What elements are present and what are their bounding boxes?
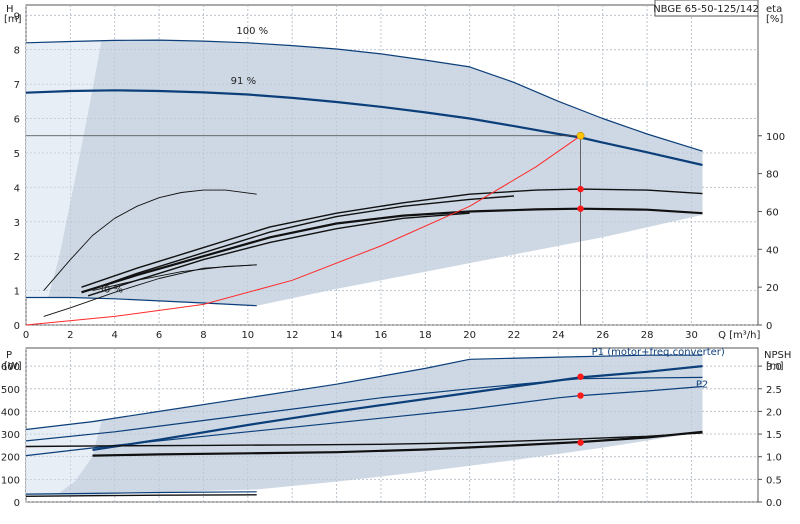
eta-tick-label: 0 xyxy=(766,321,772,332)
p-tick-label: 300 xyxy=(1,430,20,441)
p-tick-label: 0 xyxy=(14,498,20,509)
x-tick-label: 12 xyxy=(286,330,299,341)
x-tick-label: 20 xyxy=(463,330,476,341)
npsh-tick-label: 0.0 xyxy=(766,498,782,509)
npsh-tick-label: 1.0 xyxy=(766,453,782,464)
series-line-p-small-1 xyxy=(25,491,257,495)
y-axis-unit: [m] xyxy=(4,14,22,25)
x-tick-label: 22 xyxy=(508,330,521,341)
y-tick-label: 7 xyxy=(14,80,20,91)
npsh-tick-label: 0.5 xyxy=(766,475,782,486)
p-axis-unit: [W] xyxy=(4,361,22,372)
series-line-p-mid xyxy=(25,376,703,442)
series-line-eta-small-3 xyxy=(92,264,257,292)
series-line-eta-b xyxy=(81,207,703,294)
chart-title: NBGE 65-50-125/142 xyxy=(653,4,759,15)
curve-label: 100 % xyxy=(236,26,268,37)
y-axis-title: H xyxy=(6,4,14,15)
x-tick-label: 0 xyxy=(23,330,29,341)
p-tick-label: 200 xyxy=(1,453,20,464)
legend-label: P1 (motor+freq.converter) xyxy=(592,347,725,358)
x-tick-label: 2 xyxy=(67,330,73,341)
power-point-marker xyxy=(577,373,584,380)
series-line-p2 xyxy=(25,385,703,457)
y-tick-label: 9 xyxy=(14,11,20,22)
series-line-eta-a xyxy=(81,188,703,288)
y-tick-label: 0 xyxy=(14,321,20,332)
series-line-npsh-b xyxy=(25,432,703,448)
y-tick-label: 3 xyxy=(14,218,20,229)
series-line-p-small-2 xyxy=(25,494,257,497)
x-tick-label: 28 xyxy=(641,330,654,341)
series-line-p1 xyxy=(92,365,703,451)
npsh-axis-unit: [m] xyxy=(766,361,784,372)
duty-point-marker xyxy=(576,131,585,140)
low-flow-region xyxy=(26,41,102,298)
curve-label: 30 % xyxy=(98,284,123,295)
series-line-qh-91 xyxy=(25,89,703,167)
x-tick-label: 14 xyxy=(330,330,343,341)
npsh-tick-label: 2.5 xyxy=(766,385,782,396)
p-axis-title: P xyxy=(6,350,12,361)
series-line-p-top xyxy=(25,354,703,431)
series-line-npsh-a xyxy=(92,430,703,457)
x-tick-label: 6 xyxy=(156,330,162,341)
x-tick-label: 4 xyxy=(112,330,118,341)
y-tick-label: 8 xyxy=(14,46,20,57)
eta-tick-label: 40 xyxy=(766,245,779,256)
eta-axis-title: eta xyxy=(766,4,782,15)
series-line-qh-30 xyxy=(26,296,257,307)
series-line-efficiency-trend xyxy=(25,135,581,326)
operating-point-marker xyxy=(577,185,584,193)
x-tick-label: 24 xyxy=(552,330,565,341)
npsh-axis-title: NPSH xyxy=(764,350,791,361)
p-tick-label: 100 xyxy=(1,475,20,486)
p-tick-label: 600 xyxy=(1,362,20,373)
curve-label: 91 % xyxy=(231,76,256,87)
p-tick-label: 500 xyxy=(1,385,20,396)
series-line-qh-100 xyxy=(25,39,703,152)
y-tick-label: 1 xyxy=(14,287,20,298)
npsh-tick-label: 2.0 xyxy=(766,407,782,418)
power-point-marker xyxy=(577,439,584,446)
y-tick-label: 2 xyxy=(14,252,20,263)
operating-envelope xyxy=(26,40,703,306)
x-axis-title: Q [m³/h] xyxy=(718,330,760,341)
x-tick-label: 10 xyxy=(241,330,254,341)
power-point-marker xyxy=(577,392,584,399)
operating-point-marker xyxy=(577,205,584,212)
eta-tick-label: 100 xyxy=(766,132,785,143)
chart-title-box xyxy=(654,0,759,17)
y-tick-label: 6 xyxy=(14,115,20,126)
p-tick-label: 400 xyxy=(1,407,20,418)
series-line-eta-c xyxy=(87,195,515,292)
x-tick-label: 8 xyxy=(200,330,206,341)
npsh-tick-label: 3.0 xyxy=(766,362,782,373)
legend-label: P2 xyxy=(696,380,708,391)
npsh-tick-label: 1.5 xyxy=(766,430,782,441)
power-low-flow-region xyxy=(26,421,102,496)
x-tick-label: 18 xyxy=(419,330,432,341)
x-tick-label: 16 xyxy=(375,330,388,341)
y-tick-label: 4 xyxy=(14,183,20,194)
eta-axis-unit: [%] xyxy=(766,14,783,25)
series-line-eta-small-1 xyxy=(43,189,257,291)
y-tick-label: 5 xyxy=(14,149,20,160)
x-tick-label: 26 xyxy=(596,330,609,341)
power-npsh-panel: P1 (motor+freq.converter) P2 0 100 200 300 400… xyxy=(1,347,791,509)
power-envelope xyxy=(26,355,703,496)
x-tick-label: 30 xyxy=(685,330,698,341)
eta-tick-label: 60 xyxy=(766,207,779,218)
eta-tick-label: 20 xyxy=(766,283,779,294)
eta-tick-label: 80 xyxy=(766,170,779,181)
